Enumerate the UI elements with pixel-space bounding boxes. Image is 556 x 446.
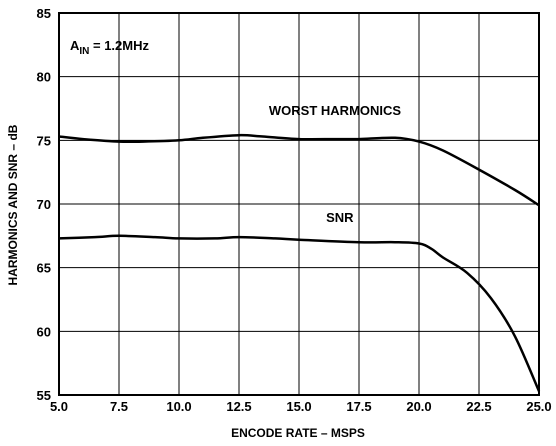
x-tick-label: 17.5 xyxy=(346,399,371,414)
snr-series-label: SNR xyxy=(326,210,354,225)
series-lines xyxy=(58,133,541,392)
y-axis-title: HARMONICS AND SNR – dB xyxy=(6,124,20,285)
y-tick-label: 80 xyxy=(37,70,51,85)
plot-frame xyxy=(58,12,540,396)
worst-harmonics-series-label: WORST HARMONICS xyxy=(269,103,401,118)
x-tick-label: 15.0 xyxy=(286,399,311,414)
input-frequency-annotation: AIN = 1.2MHz xyxy=(70,38,149,57)
x-tick-label: 7.5 xyxy=(110,399,128,414)
gridlines xyxy=(59,13,539,395)
series-labels: WORST HARMONICS SNR xyxy=(269,103,401,225)
y-tick-label: 55 xyxy=(37,388,51,403)
worst-harmonics-line xyxy=(58,133,540,207)
y-tick-label: 60 xyxy=(37,324,51,339)
y-tick-label: 70 xyxy=(37,197,51,212)
tick-labels: 5.0 7.5 10.0 12.5 15.0 17.5 20.0 22.5 25.0 55 60 65… xyxy=(37,6,552,414)
x-tick-label: 25.0 xyxy=(526,399,551,414)
x-tick-label: 10.0 xyxy=(166,399,191,414)
x-tick-label: 20.0 xyxy=(406,399,431,414)
y-tick-label: 75 xyxy=(37,133,51,148)
snr-line xyxy=(58,234,541,392)
x-axis-title: ENCODE RATE – MSPS xyxy=(231,426,365,440)
y-tick-label: 65 xyxy=(37,261,51,276)
y-tick-label: 85 xyxy=(37,6,51,21)
x-tick-label: 5.0 xyxy=(50,399,68,414)
x-tick-label: 12.5 xyxy=(226,399,251,414)
x-tick-label: 22.5 xyxy=(466,399,491,414)
